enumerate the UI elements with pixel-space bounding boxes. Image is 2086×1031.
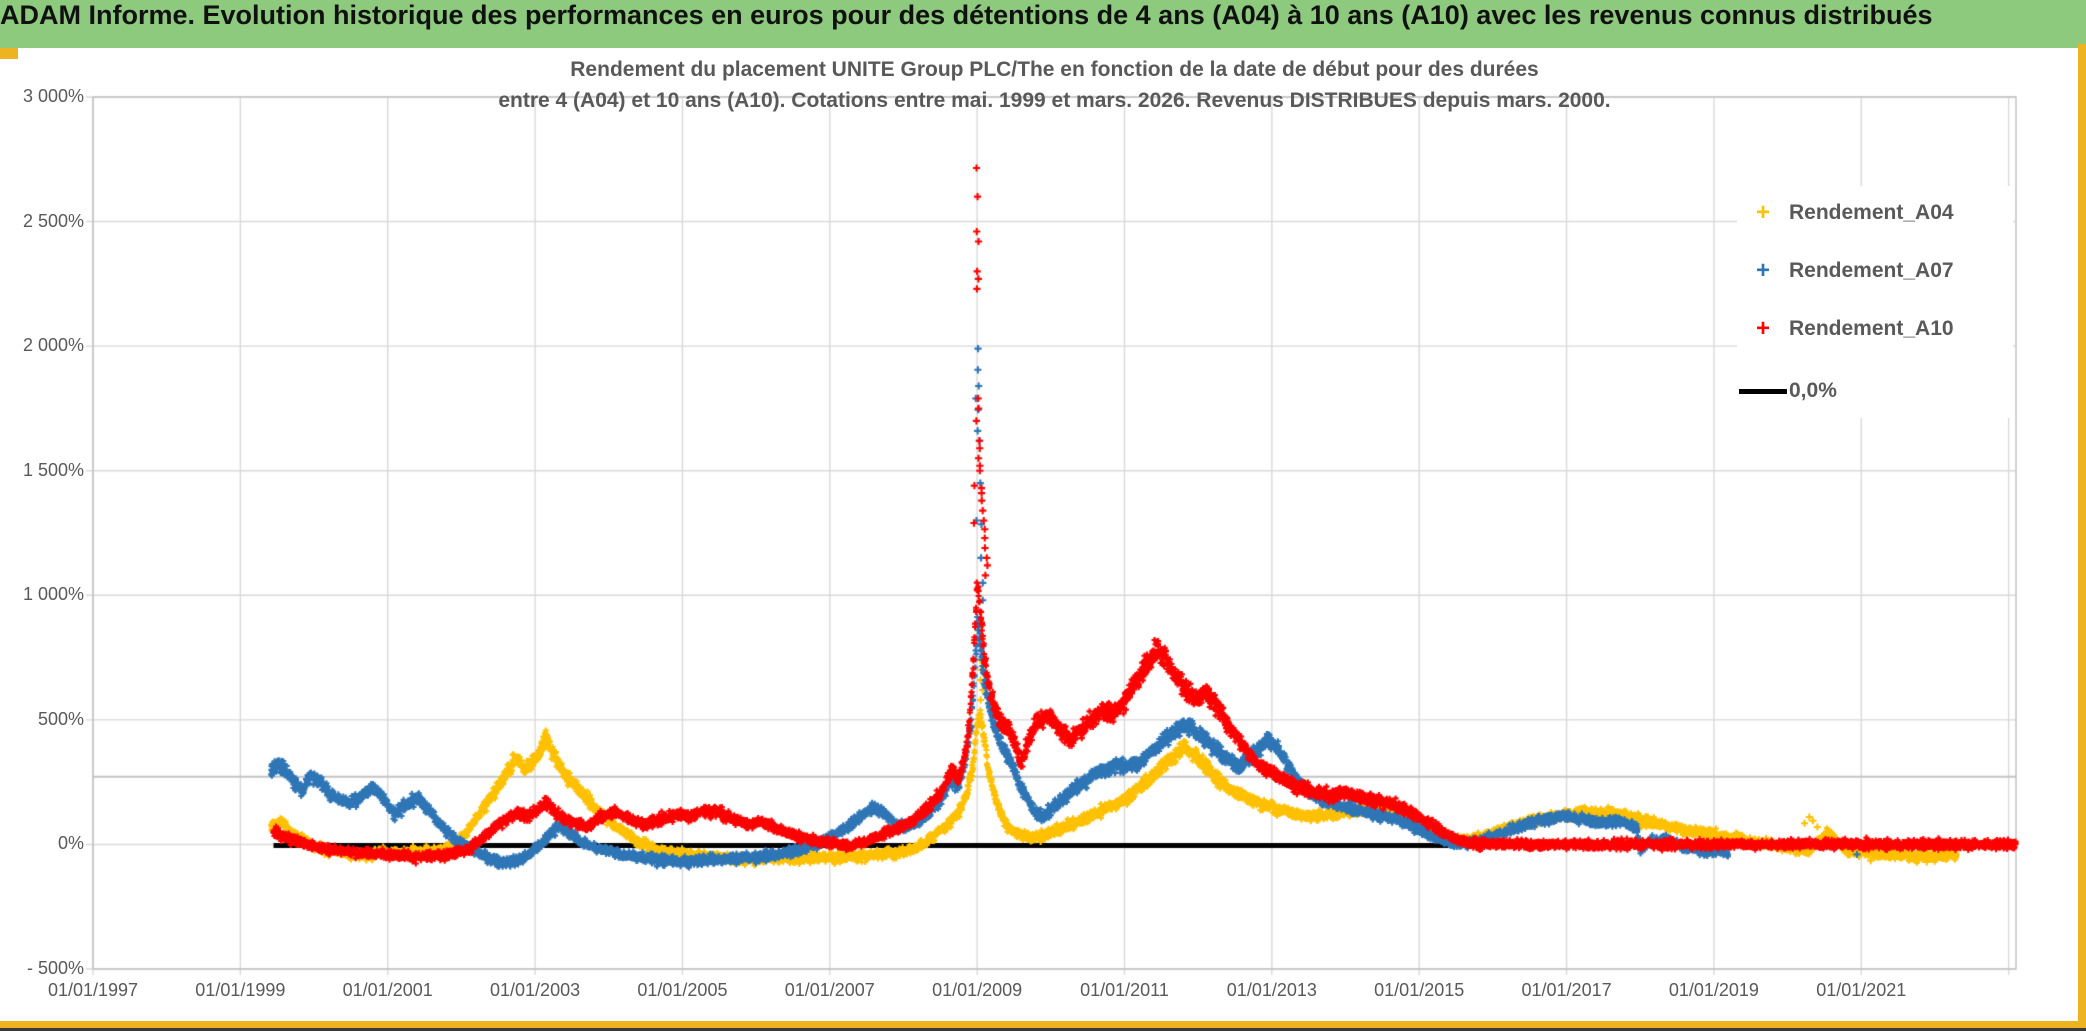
plus-marker-icon: + <box>1755 257 1770 284</box>
x-axis-label: 01/01/2009 <box>932 980 1023 1000</box>
plus-marker-icon: + <box>1755 199 1770 226</box>
legend-item-rendement-a10[interactable]: + Rendement_A10 <box>1737 312 2013 346</box>
x-axis-label: 01/01/2013 <box>1226 980 1317 1000</box>
y-axis-label: 1 500% <box>22 459 84 480</box>
legend-label: Rendement_A10 <box>1789 317 1954 340</box>
x-axis-label: 01/01/1997 <box>47 980 139 1000</box>
y-axis-label: 1 000% <box>22 584 84 605</box>
y-axis-label: 2 500% <box>22 210 84 231</box>
x-axis-label: 01/01/2021 <box>1816 980 1907 1000</box>
legend-item-rendement-a04[interactable]: + Rendement_A04 <box>1737 196 2013 230</box>
legend-label: Rendement_A04 <box>1789 201 1954 224</box>
black-line-icon <box>1739 388 1787 394</box>
x-axis-label: 01/01/2011 <box>1080 980 1169 1000</box>
x-axis-label: 01/01/2019 <box>1668 980 1759 1000</box>
x-axis-label: 01/01/2007 <box>784 980 875 1000</box>
y-axis-label: 3 000% <box>22 86 84 106</box>
legend-item-rendement-a07[interactable]: + Rendement_A07 <box>1737 254 2013 288</box>
legend-item-zero-line[interactable]: 0,0% <box>1737 374 2013 408</box>
y-axis-label: - 500% <box>26 958 84 978</box>
legend-label: Rendement_A07 <box>1789 259 1954 282</box>
x-axis-label: 01/01/2017 <box>1521 980 1612 1000</box>
x-axis-label: 01/01/1999 <box>195 980 286 1000</box>
y-axis-label: 0% <box>57 833 84 854</box>
x-axis-label: 01/01/2003 <box>490 980 581 1000</box>
chart-title-line2: entre 4 (A04) et 10 ans (A10). Cotations… <box>498 89 1611 112</box>
chart-legend: + Rendement_A04 + Rendement_A07 + Rendem… <box>1737 186 2013 418</box>
x-axis-label: 01/01/2001 <box>342 980 433 1000</box>
plus-marker-icon: + <box>1755 315 1770 342</box>
chart-title-line1: Rendement du placement UNITE Group PLC/T… <box>570 58 1539 81</box>
x-axis-label: 01/01/2005 <box>637 980 728 1000</box>
y-axis-label: 500% <box>37 708 84 729</box>
y-axis-label: 2 000% <box>22 335 84 356</box>
x-axis-label: 01/01/2015 <box>1374 980 1465 1000</box>
legend-label: 0,0% <box>1789 379 1837 402</box>
